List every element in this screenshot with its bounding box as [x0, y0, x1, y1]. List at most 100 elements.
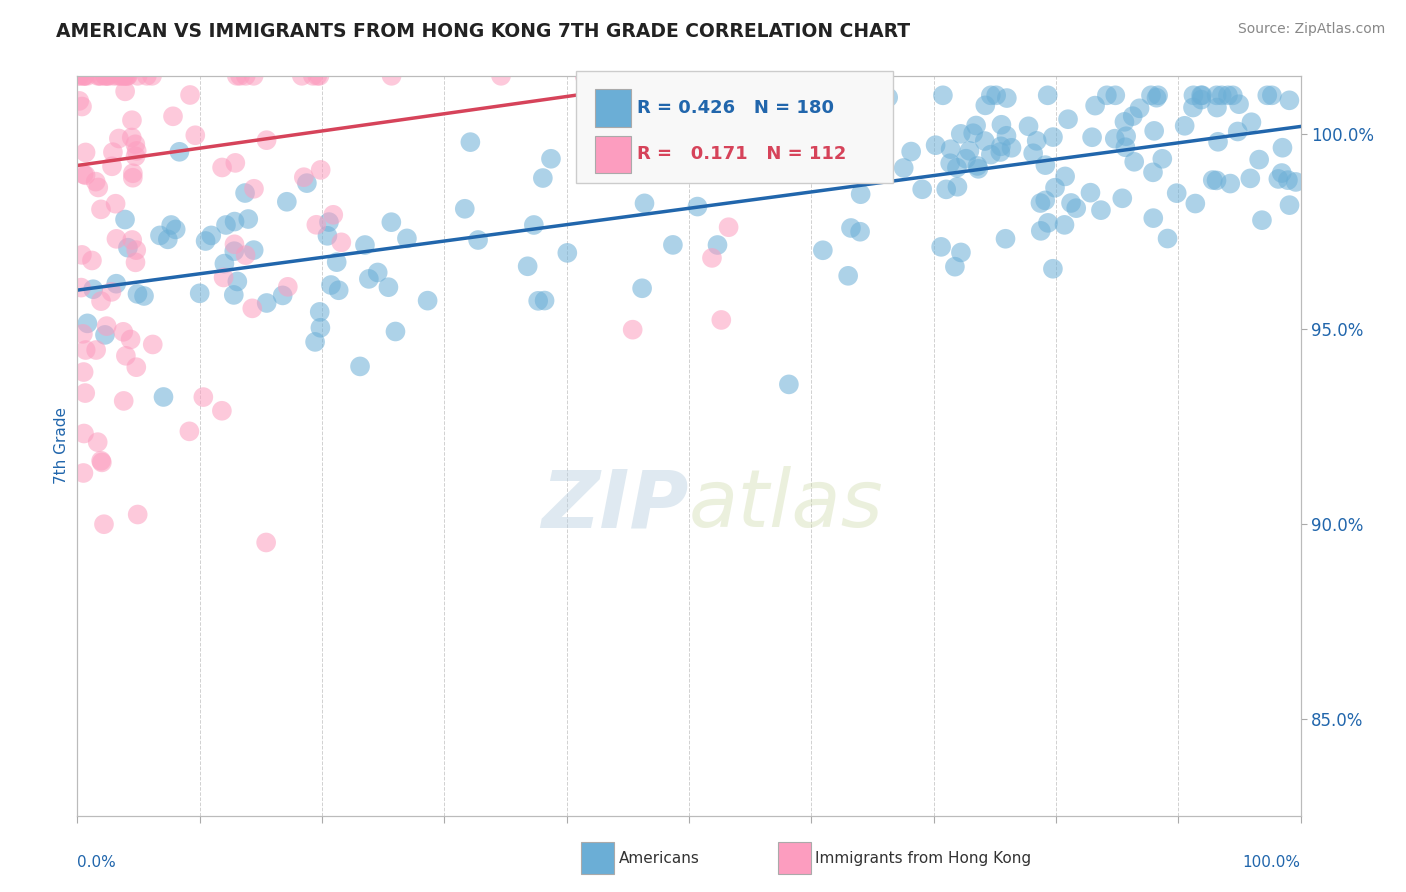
Point — [612, 117, 634, 131]
Point — [911, 182, 934, 196]
Point — [316, 228, 339, 243]
Point — [224, 244, 246, 259]
Point — [1042, 261, 1064, 276]
Point — [1205, 88, 1227, 103]
Point — [226, 275, 249, 289]
Point — [769, 115, 792, 129]
Point — [72, 69, 94, 83]
Point — [633, 196, 655, 211]
Point — [86, 435, 108, 450]
Point — [1036, 88, 1059, 103]
Point — [1285, 175, 1308, 189]
Point — [706, 238, 728, 252]
Point — [1115, 129, 1137, 144]
Point — [1267, 172, 1289, 186]
Point — [1191, 88, 1213, 103]
Point — [555, 245, 578, 260]
Point — [1095, 88, 1118, 103]
Point — [75, 343, 97, 357]
Point — [460, 135, 482, 149]
Point — [90, 455, 112, 469]
Point — [162, 109, 184, 123]
Point — [986, 88, 1008, 103]
Point — [225, 69, 247, 83]
Point — [112, 69, 135, 83]
Point — [1278, 93, 1301, 107]
Point — [188, 286, 211, 301]
Point — [1033, 194, 1056, 208]
Point — [121, 113, 143, 128]
Point — [1060, 196, 1083, 211]
Point — [103, 69, 125, 83]
Point — [115, 69, 138, 83]
Point — [70, 280, 93, 294]
Point — [304, 334, 326, 349]
Point — [100, 285, 122, 299]
Point — [122, 166, 145, 180]
Point — [72, 365, 94, 379]
Point — [377, 280, 399, 294]
Point — [93, 517, 115, 532]
Point — [839, 221, 862, 235]
Point — [110, 69, 132, 83]
Point — [778, 377, 800, 392]
Point — [621, 323, 644, 337]
Point — [121, 130, 143, 145]
Point — [380, 215, 402, 229]
Point — [995, 91, 1018, 105]
Point — [811, 244, 834, 258]
Point — [124, 137, 146, 152]
Point — [276, 194, 298, 209]
Point — [127, 69, 149, 83]
Point — [212, 270, 235, 285]
Point — [184, 128, 207, 143]
Point — [733, 145, 755, 159]
Text: AMERICAN VS IMMIGRANTS FROM HONG KONG 7TH GRADE CORRELATION CHART: AMERICAN VS IMMIGRANTS FROM HONG KONG 7T… — [56, 22, 910, 41]
Point — [1240, 115, 1263, 129]
Point — [849, 187, 872, 202]
Point — [105, 232, 128, 246]
Point — [662, 108, 685, 122]
Point — [76, 69, 98, 83]
Point — [105, 277, 128, 291]
Point — [307, 69, 329, 83]
Point — [271, 288, 294, 302]
Point — [973, 134, 995, 148]
Point — [318, 215, 340, 229]
Point — [1189, 93, 1212, 107]
Point — [179, 87, 201, 102]
Point — [384, 325, 406, 339]
Point — [243, 182, 266, 196]
Point — [1219, 177, 1241, 191]
Point — [965, 119, 987, 133]
Point — [766, 88, 789, 103]
Point — [309, 320, 332, 334]
Point — [115, 349, 138, 363]
Point — [349, 359, 371, 374]
Point — [1251, 213, 1274, 227]
Point — [1216, 88, 1239, 103]
Point — [1227, 97, 1250, 112]
Point — [97, 69, 120, 83]
Text: 100.0%: 100.0% — [1243, 855, 1301, 870]
Point — [1222, 88, 1244, 103]
Point — [527, 293, 550, 308]
Point — [1271, 141, 1294, 155]
Point — [1090, 203, 1112, 218]
Point — [866, 88, 889, 103]
Point — [957, 144, 980, 158]
Point — [686, 200, 709, 214]
Point — [165, 222, 187, 236]
Point — [82, 282, 104, 296]
Point — [235, 69, 257, 83]
Point — [135, 69, 157, 83]
Point — [1211, 88, 1233, 103]
Point — [946, 161, 969, 175]
Point — [112, 393, 135, 408]
Point — [943, 260, 966, 274]
Point — [107, 69, 129, 83]
Point — [939, 156, 962, 170]
Point — [1114, 115, 1136, 129]
Point — [87, 180, 110, 194]
Point — [96, 319, 118, 334]
